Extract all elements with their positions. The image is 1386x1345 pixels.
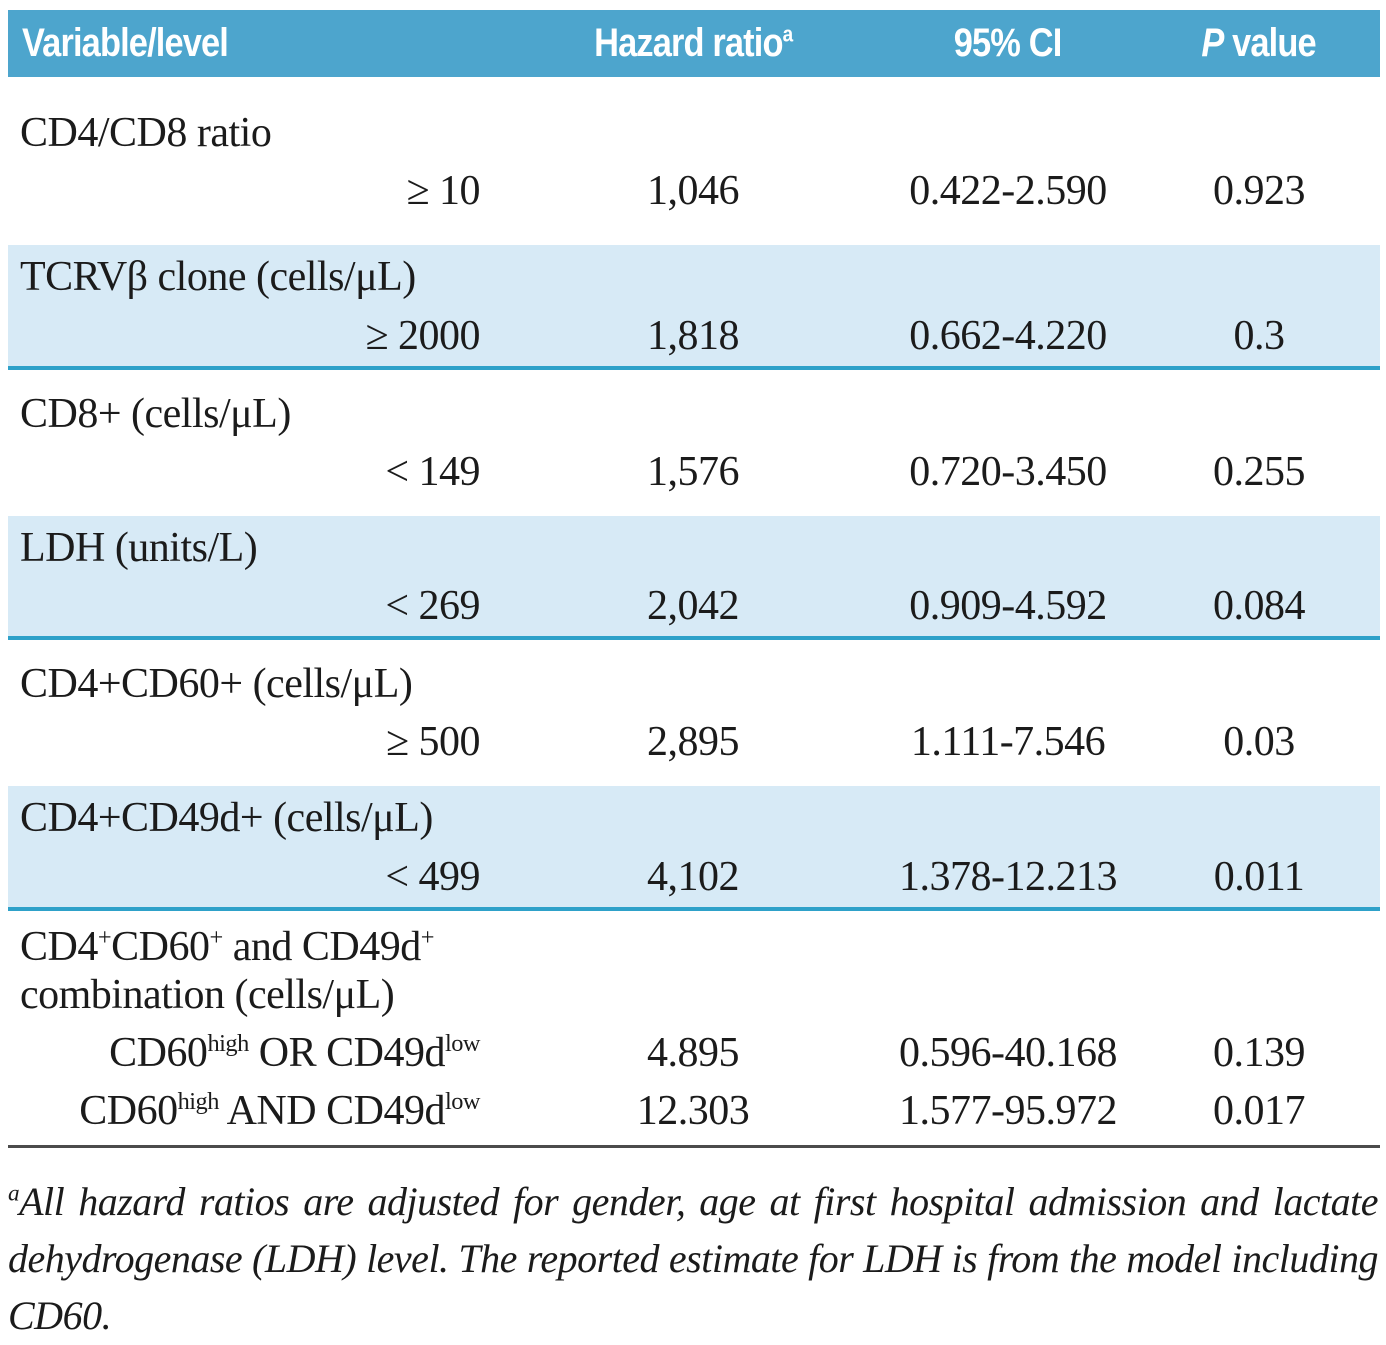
row-level: ≥ 500 bbox=[385, 719, 481, 766]
section-label-row: CD4+CD60+ and CD49d+ combination (cells/… bbox=[8, 923, 1380, 1020]
row-level: < 269 bbox=[385, 583, 480, 630]
section-label: TCRVβ clone (cells/μL) bbox=[20, 254, 416, 301]
row-p-value: 0.011 bbox=[1213, 853, 1305, 900]
section-label-row: CD4/CD8 ratio bbox=[8, 109, 1380, 157]
section-label: CD8+ (cells/μL) bbox=[20, 390, 291, 437]
table-row: ≥ 2000 1,818 0.662-4.220 0.3 bbox=[8, 312, 1380, 360]
table-row: < 149 1,576 0.720-3.450 0.255 bbox=[8, 448, 1380, 496]
table-section: CD4+CD60+ (cells/μL) ≥ 500 2,895 1.111-7.54… bbox=[8, 640, 1380, 786]
row-p-value: 0.017 bbox=[1213, 1088, 1306, 1135]
header-p-value: P value bbox=[1138, 21, 1380, 66]
row-hazard-ratio: 1,046 bbox=[647, 168, 740, 215]
header-95-ci: 95% CI bbox=[878, 21, 1138, 66]
table-row: ≥ 500 2,895 1.111-7.546 0.03 bbox=[8, 718, 1380, 766]
table-section: LDH (units/L) < 269 2,042 0.909-4.592 0.084 bbox=[8, 515, 1380, 641]
row-level: CD60high AND CD49dlow bbox=[79, 1088, 480, 1135]
section-label: CD4+CD60+ (cells/μL) bbox=[20, 661, 413, 708]
row-ci: 0.720-3.450 bbox=[909, 448, 1107, 495]
row-ci: 0.909-4.592 bbox=[909, 583, 1107, 630]
row-p-value: 0.3 bbox=[1233, 312, 1286, 359]
row-ci: 0.596-40.168 bbox=[899, 1030, 1118, 1077]
header-95-ci-text: 95% CI bbox=[954, 21, 1063, 65]
row-level: < 499 bbox=[385, 853, 480, 900]
table-section: CD4+CD49d+ (cells/μL) < 499 4,102 1.378-12.… bbox=[8, 786, 1380, 911]
row-hazard-ratio: 1,818 bbox=[647, 312, 740, 359]
header-hazard-ratio-text: Hazard ratioa bbox=[593, 21, 793, 65]
table-section: CD4/CD8 ratio ≥ 10 1,046 0.422-2.590 0.923 bbox=[8, 77, 1380, 245]
section-label: CD4+CD60+ and CD49d+ combination (cells/… bbox=[20, 923, 434, 1019]
table-body: CD4/CD8 ratio ≥ 10 1,046 0.422-2.590 0.923 TC… bbox=[8, 77, 1380, 1149]
table-section: TCRVβ clone (cells/μL) ≥ 2000 1,818 0.662-4… bbox=[8, 245, 1380, 370]
row-hazard-ratio: 4,102 bbox=[647, 853, 740, 900]
section-label: CD4/CD8 ratio bbox=[20, 110, 272, 156]
row-p-value: 0.139 bbox=[1213, 1030, 1306, 1077]
row-p-value: 0.03 bbox=[1223, 719, 1295, 766]
header-hazard-ratio: Hazard ratioa bbox=[508, 21, 878, 66]
footnote: aAll hazard ratios are adjusted for gend… bbox=[8, 1179, 1379, 1338]
row-hazard-ratio: 1,576 bbox=[647, 448, 740, 495]
table-section: CD4+CD60+ and CD49d+ combination (cells/… bbox=[8, 911, 1380, 1149]
row-level: ≥ 2000 bbox=[365, 312, 480, 359]
row-hazard-ratio: 12.303 bbox=[636, 1088, 750, 1135]
header-p-value-text: P value bbox=[1201, 21, 1317, 65]
row-hazard-ratio: 4.895 bbox=[647, 1030, 740, 1077]
row-p-value: 0.923 bbox=[1213, 168, 1306, 215]
table-row: CD60high AND CD49dlow 12.303 1.577-95.972 0… bbox=[8, 1087, 1380, 1135]
row-hazard-ratio: 2,895 bbox=[647, 719, 740, 766]
row-p-value: 0.255 bbox=[1213, 448, 1306, 495]
row-level: ≥ 10 bbox=[406, 168, 480, 215]
table-row: ≥ 10 1,046 0.422-2.590 0.923 bbox=[8, 167, 1380, 215]
section-label: LDH (units/L) bbox=[20, 524, 258, 571]
section-label-row: CD4+CD60+ (cells/μL) bbox=[8, 660, 1380, 708]
row-ci: 1.378-12.213 bbox=[899, 853, 1118, 900]
row-ci: 1.577-95.972 bbox=[899, 1088, 1118, 1135]
header-variable-level-text: Variable/level bbox=[22, 21, 229, 65]
section-label-row: LDH (units/L) bbox=[8, 524, 1380, 572]
table-section: CD8+ (cells/μL) < 149 1,576 0.720-3.450 0.25… bbox=[8, 370, 1380, 516]
table-header-row: Variable/level Hazard ratioa 95% CI P va… bbox=[8, 10, 1380, 77]
row-p-value: 0.084 bbox=[1213, 583, 1306, 630]
row-ci: 1.111-7.546 bbox=[910, 719, 1106, 766]
section-label-row: CD8+ (cells/μL) bbox=[8, 390, 1380, 438]
row-hazard-ratio: 2,042 bbox=[647, 583, 740, 630]
section-label: CD4+CD49d+ (cells/μL) bbox=[20, 795, 433, 842]
row-ci: 0.422-2.590 bbox=[909, 168, 1107, 215]
row-level: CD60high OR CD49dlow bbox=[109, 1030, 480, 1077]
table-row: CD60high OR CD49dlow 4.895 0.596-40.168 0.1… bbox=[8, 1029, 1380, 1077]
table-row: < 269 2,042 0.909-4.592 0.084 bbox=[8, 582, 1380, 630]
header-variable-level: Variable/level bbox=[8, 21, 508, 66]
row-ci: 0.662-4.220 bbox=[909, 312, 1107, 359]
section-label-row: TCRVβ clone (cells/μL) bbox=[8, 253, 1380, 301]
table-row: < 499 4,102 1.378-12.213 0.011 bbox=[8, 853, 1380, 901]
section-label-row: CD4+CD49d+ (cells/μL) bbox=[8, 794, 1380, 842]
row-level: < 149 bbox=[385, 448, 480, 495]
